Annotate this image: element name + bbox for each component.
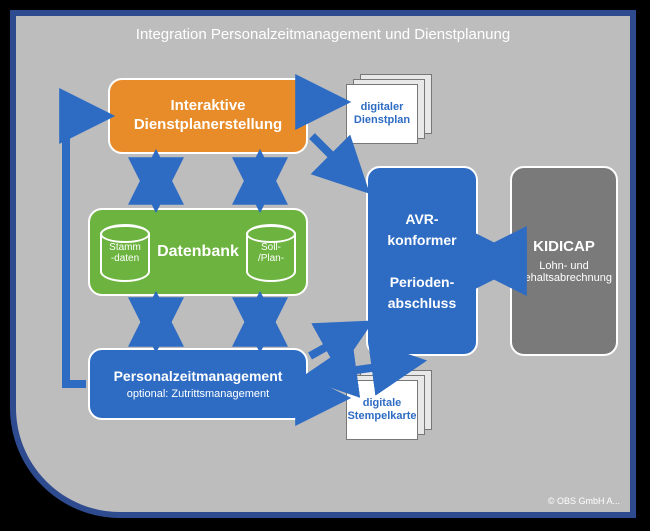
node-kidicap: KIDICAP Lohn- und Gehaltsabrechnung [510, 166, 618, 356]
diagram-frame: Integration Personalzeitmanagement und D… [10, 10, 636, 518]
node-label: KIDICAP [533, 238, 595, 257]
stack-label: digitaler Dienstplan [354, 101, 410, 127]
node-label: Interaktive Dienstplanerstellung [134, 97, 282, 135]
node-dienstplanerstellung: Interaktive Dienstplanerstellung [108, 78, 308, 154]
node-avr: AVR- konformer Perioden- abschluss [366, 166, 478, 356]
copyright-text: © OBS GmbH A... [548, 496, 620, 506]
node-sublabel: Lohn- und Gehaltsabrechnung [516, 260, 612, 284]
stack-label: digitale Stempelkarte [347, 397, 416, 423]
cylinder-sollplan: Soll- /Plan- [246, 224, 296, 282]
node-sublabel: optional: Zutrittsmanagement [127, 388, 269, 400]
node-datenbank: Datenbank Stamm -daten Soll- /Plan- [88, 208, 308, 296]
node-label: Datenbank [157, 242, 239, 262]
node-label: Personalzeitmanagement [114, 368, 283, 386]
cylinder-stammdaten: Stamm -daten [100, 224, 150, 282]
node-pzm: Personalzeitmanagement optional: Zutritt… [88, 348, 308, 420]
node-label: AVR- konformer Perioden- abschluss [387, 209, 456, 314]
diagram-title: Integration Personalzeitmanagement und D… [16, 26, 630, 43]
